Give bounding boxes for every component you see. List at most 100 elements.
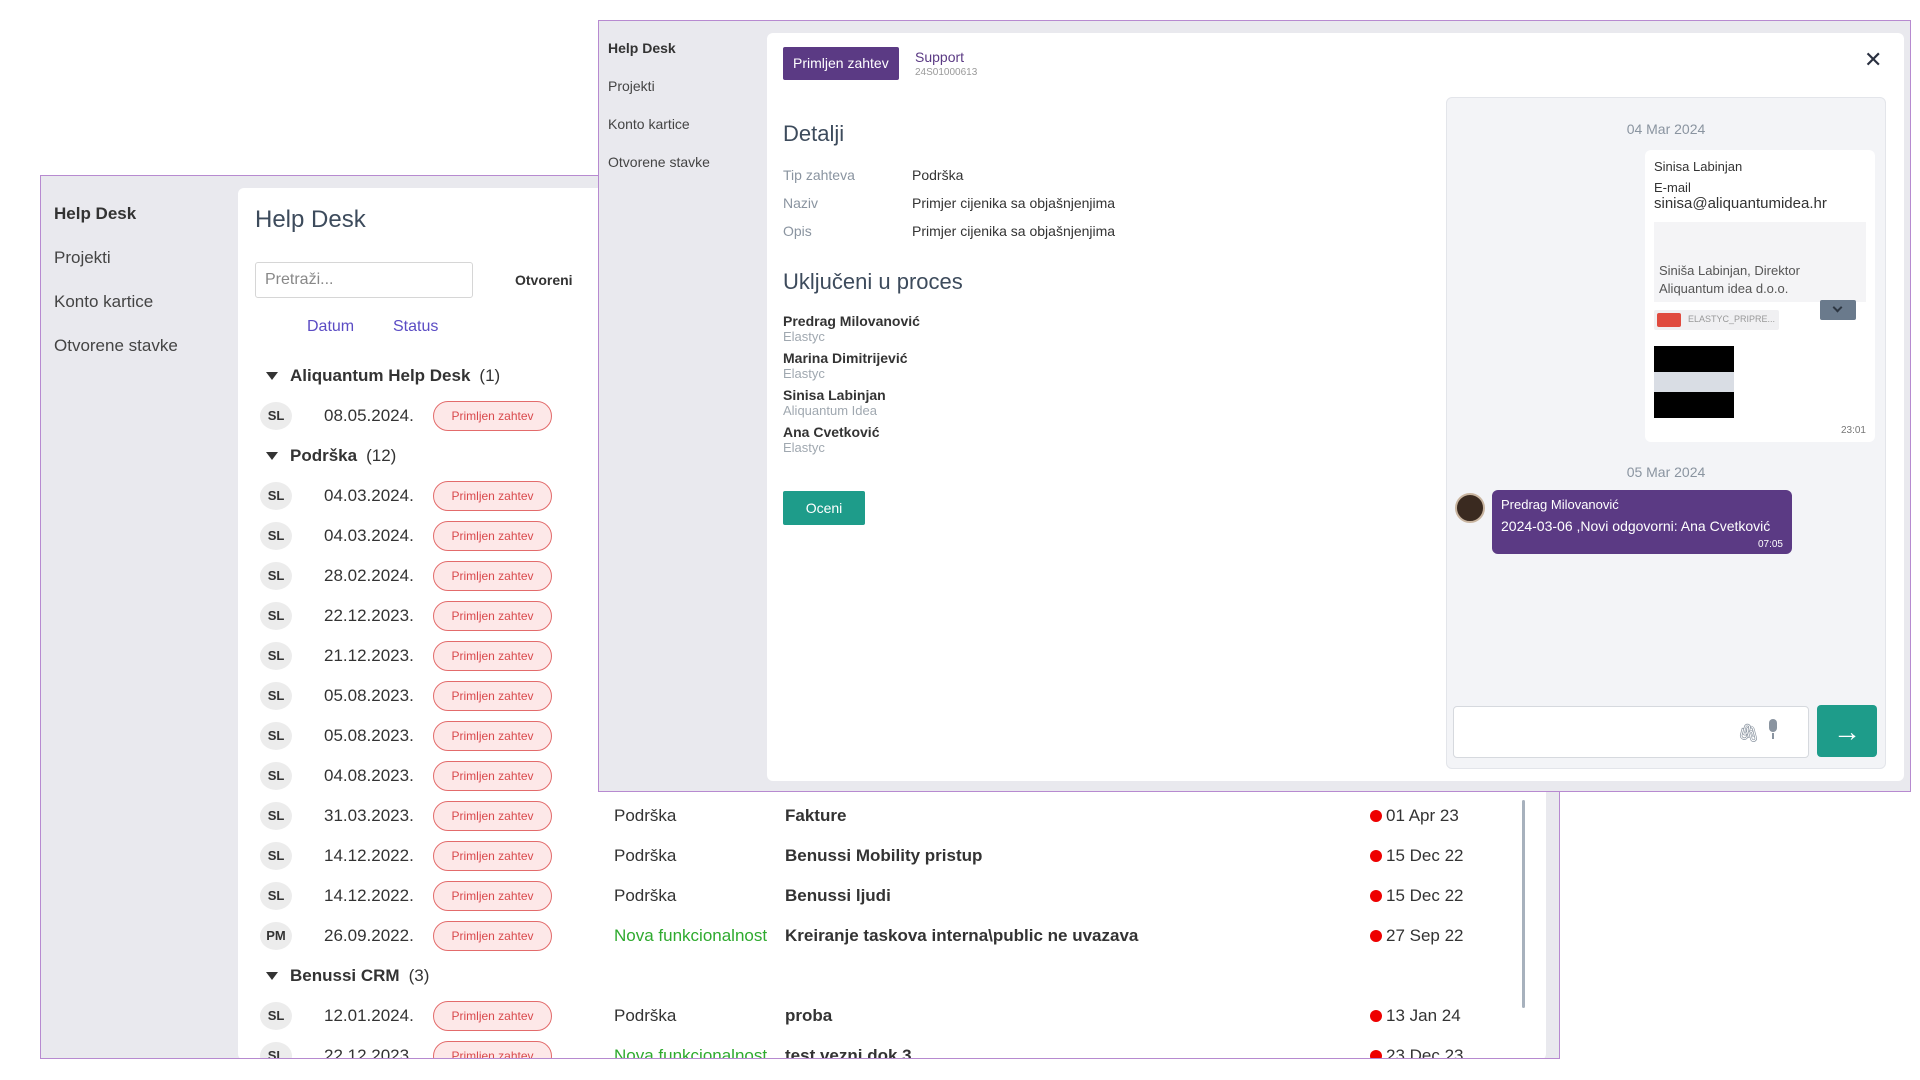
sidebar-item-projekti[interactable]: Projekti [54,248,111,267]
overdue-dot-icon [1370,930,1382,942]
status-badge: Primljen zahtev [433,721,552,751]
row-date: 26.09.2022. [324,926,414,945]
table-row[interactable]: SL 14.12.2022. Primljen zahtev Podrška Benus… [238,836,1546,876]
sidebar-item-otvorene-stavke[interactable]: Otvorene stavke [608,154,710,170]
table-row[interactable]: SL 22.12.2023. Primljen zahtev [238,596,1546,636]
ticket-detail-panel: Primljen zahtev Support 24S01000613 ✕ De… [767,33,1904,781]
row-date: 31.03.2023. [324,806,414,825]
row-date: 12.01.2024. [324,1006,414,1025]
status-badge: Primljen zahtev [433,521,552,551]
row-date: 14.12.2022. [324,886,414,905]
table-row[interactable]: SL 14.12.2022. Primljen zahtev Podrška Benus… [238,876,1546,916]
status-badge: Primljen zahtev [433,601,552,631]
participant-org: Elastyc [783,440,825,455]
due-date: 27 Sep 22 [1386,926,1464,945]
avatar-initials: SL [260,762,292,790]
table-row[interactable]: SL 04.03.2024. Primljen zahtev [238,516,1546,556]
row-date: 08.05.2024. [324,406,414,425]
caret-down-icon [266,452,278,460]
avatar-initials: SL [260,1002,292,1030]
due-date: 15 Dec 22 [1386,886,1464,905]
image-thumbnail [1654,372,1734,392]
detail-value: Primjer cijenika sa objašnjenjima [912,195,1116,211]
table-row[interactable]: SL 08.05.2024. Primljen zahtev [238,396,1546,436]
table-row[interactable]: SL 22.12.2023. Primljen zahtev Nova funkcio… [238,1036,1546,1058]
file-icon [1657,313,1681,327]
message-time: 23:01 [1840,425,1866,436]
redacted-image [1654,346,1734,372]
send-button[interactable]: → [1817,705,1877,757]
filter-open-toggle[interactable]: Otvoreni [515,272,573,288]
due-date: 15 Dec 22 [1386,846,1464,865]
participant-name: Ana Cvetković [783,424,880,440]
overdue-dot-icon [1370,1010,1382,1022]
row-date: 05.08.2023. [324,726,414,745]
group-header[interactable]: Benussi CRM (3) [238,956,1546,996]
message-input[interactable] [1453,706,1809,758]
row-type: Podrška [614,886,677,905]
sidebar-item-otvorene-stavke[interactable]: Otvorene stavke [54,336,178,355]
avatar-initials: SL [260,602,292,630]
table-row[interactable]: SL 12.01.2024. Primljen zahtev Podrška proba… [238,996,1546,1036]
microphone-icon[interactable] [1767,719,1779,741]
row-due: 27 Sep 22 [1370,926,1464,946]
overdue-dot-icon [1370,1050,1382,1058]
group-name: Podrška [290,446,358,465]
row-date: 04.03.2024. [324,526,414,545]
table-row[interactable]: SL 21.12.2023. Primljen zahtev [238,636,1546,676]
avatar [1455,493,1485,523]
overdue-dot-icon [1370,890,1382,902]
avatar-initials: SL [260,802,292,830]
chat-panel: 04 Mar 2024 Sinisa Labinjan E-mail sinis… [1446,97,1886,769]
row-type: Podrška [614,1006,677,1025]
avatar-initials: SL [260,722,292,750]
status-badge: Primljen zahtev [433,881,552,911]
status-badge: Primljen zahtev [433,641,552,671]
attachment-name: ELASTYC_PRIPRE... [1688,314,1776,324]
chat-date: 04 Mar 2024 [1626,121,1706,137]
sidebar-item-konto-kartice[interactable]: Konto kartice [608,116,690,132]
group-count: (1) [479,366,501,385]
ticket-groups: Aliquantum Help Desk (1) SL 08.05.2024. Prim… [238,356,1546,1058]
sidebar-item-konto-kartice[interactable]: Konto kartice [54,292,154,311]
ticket-number: 24S01000613 [915,67,978,78]
scrollbar[interactable] [1522,800,1525,1008]
table-row[interactable]: SL 04.03.2024. Primljen zahtev [238,476,1546,516]
status-badge: Primljen zahtev [433,801,552,831]
arrow-right-icon: → [1833,716,1861,747]
row-date: 21.12.2023. [324,646,414,665]
avatar-initials: SL [260,882,292,910]
sidebar-item-help-desk[interactable]: Help Desk [54,204,137,223]
status-badge: Primljen zahtev [433,921,552,951]
page-title: Help Desk [255,206,366,233]
row-due: 15 Dec 22 [1370,846,1464,866]
avatar-initials: SL [260,842,292,870]
table-row[interactable]: SL 05.08.2023. Primljen zahtev [238,716,1546,756]
chat-date: 05 Mar 2024 [1626,464,1706,480]
group-name: Benussi CRM [290,966,400,985]
table-row[interactable]: SL 04.08.2023. Primljen zahtev [238,756,1546,796]
table-row[interactable]: SL 28.02.2024. Primljen zahtev [238,556,1546,596]
column-header-status[interactable]: Status [393,318,439,335]
attachment[interactable]: ELASTYC_PRIPRE... [1654,310,1779,330]
participants-title: Uključeni u proces [783,269,963,294]
column-header-date[interactable]: Datum [307,318,355,335]
close-icon[interactable]: ✕ [1864,47,1883,72]
group-header[interactable]: Podrška (12) [238,436,1546,476]
signature-line: Aliquantum idea d.o.o. [1659,281,1789,296]
expand-button[interactable] [1820,300,1856,320]
group-header[interactable]: Aliquantum Help Desk (1) [238,356,1546,396]
search-input[interactable] [255,262,473,298]
paperclip-icon[interactable]: 🖇 [1737,723,1760,743]
table-row[interactable]: SL 31.03.2023. Primljen zahtev Podrška Faktu… [238,796,1546,836]
table-row[interactable]: PM 26.09.2022. Primljen zahtev Nova funkcio… [238,916,1546,956]
row-due: 01 Apr 23 [1370,806,1459,826]
status-badge: Primljen zahtev [433,761,552,791]
sidebar-item-help-desk[interactable]: Help Desk [608,40,676,56]
rate-button[interactable]: Oceni [783,491,865,525]
participant-org: Elastyc [783,366,825,381]
avatar-initials: SL [260,642,292,670]
sidebar-item-projekti[interactable]: Projekti [608,78,655,94]
row-date: 04.03.2024. [324,486,414,505]
table-row[interactable]: SL 05.08.2023. Primljen zahtev [238,676,1546,716]
